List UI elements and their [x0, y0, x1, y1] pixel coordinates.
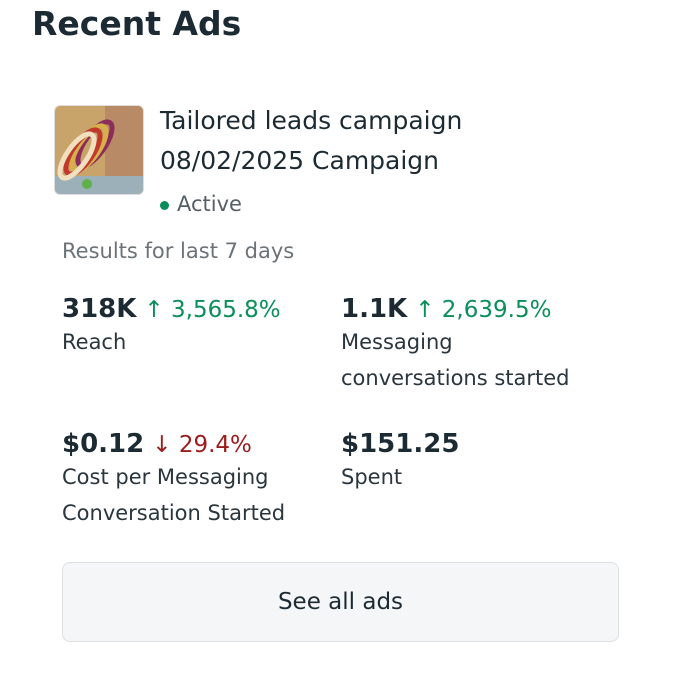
metric-change: ↑ 3,565.8%	[144, 297, 281, 323]
metric-value: 318K	[62, 294, 137, 324]
metric: $151.25 Spent	[341, 429, 616, 495]
ad-name[interactable]: Tailored leads campaign	[160, 106, 463, 135]
thumbnail-image	[55, 106, 143, 194]
results-period: Results for last 7 days	[62, 239, 295, 263]
see-all-button[interactable]: See all ads	[62, 562, 619, 642]
metric-label: Messaging conversations started	[341, 330, 570, 390]
metric: 1.1K ↑ 2,639.5% Messaging conversations s…	[341, 294, 601, 396]
status-dot	[160, 200, 169, 210]
campaign-name: 08/02/2025 Campaign	[160, 146, 440, 175]
metric-label: Cost per Messaging Conversation Started	[62, 465, 286, 525]
status-text: Active	[177, 192, 242, 216]
button-label: See all ads	[277, 589, 404, 615]
metric-change: ↑ 2,639.5%	[415, 297, 552, 323]
section-title: Recent Ads	[32, 4, 242, 43]
metric-value: 1.1K	[341, 294, 408, 324]
metric-label: Spent	[341, 465, 403, 489]
metric-value: $151.25	[341, 429, 460, 459]
metric-value: $0.12	[62, 429, 145, 459]
metric: 318K ↑ 3,565.8% Reach	[62, 294, 337, 360]
metric-change: ↓ 29.4%	[152, 432, 252, 458]
metric-label: Reach	[62, 330, 127, 354]
ad-thumbnail[interactable]	[54, 105, 144, 195]
metric: $0.12 ↓ 29.4% Cost per Messaging Conversa…	[62, 429, 317, 531]
status: Active	[160, 192, 242, 216]
